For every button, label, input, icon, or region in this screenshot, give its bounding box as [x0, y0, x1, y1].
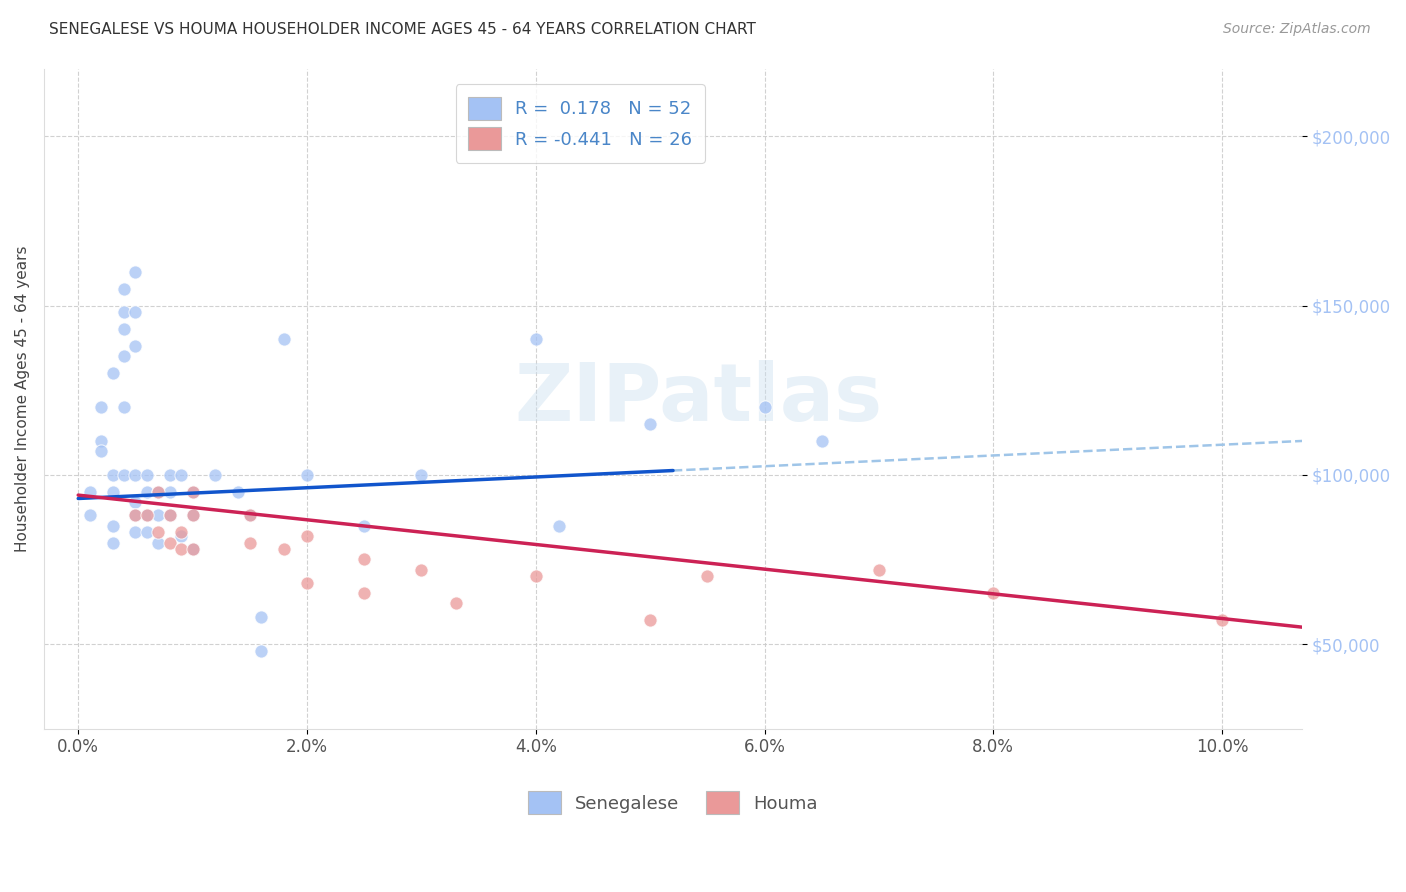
Point: [250, 610, 273, 624]
Point: [90, 434, 112, 448]
Point: [981, 586, 1004, 600]
Point: [181, 542, 204, 557]
Point: [411, 467, 433, 482]
Point: [79, 484, 101, 499]
Point: [273, 542, 295, 557]
Legend: Senegalese, Houma: Senegalese, Houma: [522, 784, 825, 822]
Point: [101, 467, 124, 482]
Y-axis label: Householder Income Ages 45 - 64 years: Householder Income Ages 45 - 64 years: [15, 245, 30, 552]
Point: [170, 467, 193, 482]
Point: [170, 542, 193, 557]
Point: [124, 305, 146, 319]
Point: [547, 518, 569, 533]
Point: [90, 444, 112, 458]
Point: [90, 400, 112, 414]
Point: [353, 518, 375, 533]
Point: [124, 495, 146, 509]
Point: [204, 467, 226, 482]
Point: [101, 484, 124, 499]
Point: [124, 508, 146, 523]
Point: [148, 508, 170, 523]
Point: [444, 597, 467, 611]
Point: [524, 332, 547, 346]
Point: [239, 508, 262, 523]
Point: [696, 569, 718, 583]
Point: [810, 434, 832, 448]
Point: [295, 529, 318, 543]
Point: [135, 508, 157, 523]
Point: [112, 400, 135, 414]
Point: [181, 484, 204, 499]
Point: [112, 349, 135, 363]
Point: [112, 305, 135, 319]
Point: [638, 417, 661, 431]
Point: [124, 525, 146, 540]
Point: [1211, 613, 1233, 627]
Point: [112, 322, 135, 336]
Point: [170, 525, 193, 540]
Point: [868, 563, 890, 577]
Point: [112, 467, 135, 482]
Point: [112, 282, 135, 296]
Point: [135, 508, 157, 523]
Point: [181, 508, 204, 523]
Point: [124, 339, 146, 353]
Point: [250, 644, 273, 658]
Point: [101, 518, 124, 533]
Point: [754, 400, 776, 414]
Point: [159, 508, 181, 523]
Point: [638, 613, 661, 627]
Point: [353, 586, 375, 600]
Point: [124, 467, 146, 482]
Point: [101, 366, 124, 380]
Point: [170, 529, 193, 543]
Point: [124, 265, 146, 279]
Point: [124, 508, 146, 523]
Point: [101, 535, 124, 549]
Point: [159, 484, 181, 499]
Point: [135, 467, 157, 482]
Point: [239, 535, 262, 549]
Text: Source: ZipAtlas.com: Source: ZipAtlas.com: [1223, 22, 1371, 37]
Point: [295, 576, 318, 591]
Point: [181, 542, 204, 557]
Point: [159, 467, 181, 482]
Point: [148, 535, 170, 549]
Point: [181, 508, 204, 523]
Point: [228, 484, 250, 499]
Point: [411, 563, 433, 577]
Point: [135, 484, 157, 499]
Point: [181, 484, 204, 499]
Point: [159, 535, 181, 549]
Point: [148, 484, 170, 499]
Text: SENEGALESE VS HOUMA HOUSEHOLDER INCOME AGES 45 - 64 YEARS CORRELATION CHART: SENEGALESE VS HOUMA HOUSEHOLDER INCOME A…: [49, 22, 756, 37]
Point: [524, 569, 547, 583]
Point: [148, 525, 170, 540]
Point: [273, 332, 295, 346]
Point: [79, 508, 101, 523]
Point: [159, 508, 181, 523]
Point: [353, 552, 375, 566]
Point: [148, 484, 170, 499]
Text: ZIPatlas: ZIPatlas: [515, 359, 883, 438]
Point: [135, 525, 157, 540]
Point: [239, 508, 262, 523]
Point: [295, 467, 318, 482]
